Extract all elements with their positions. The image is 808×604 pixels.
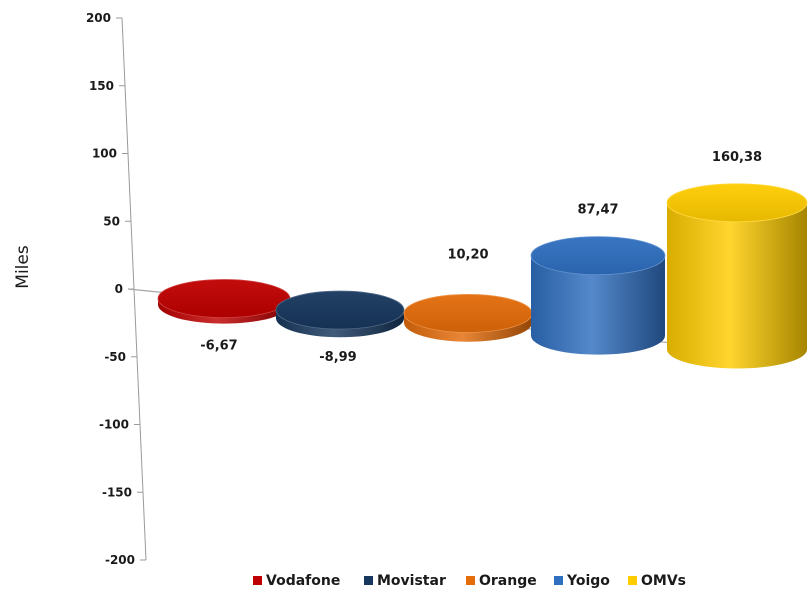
bar-top — [530, 236, 666, 276]
bar-top — [275, 290, 405, 330]
bar-movistar — [275, 290, 405, 338]
data-label-omvs: 160,38 — [712, 150, 762, 165]
bar-top — [157, 279, 291, 318]
y-tick-label: 0 — [115, 282, 123, 296]
legend-swatch — [364, 576, 373, 585]
data-label-yoigo: 87,47 — [577, 203, 618, 218]
bar-top — [403, 294, 533, 333]
bar-body — [667, 202, 807, 369]
legend-label: OMVs — [641, 573, 686, 589]
legend-item-movistar: Movistar — [364, 573, 446, 589]
y-tick-label: 150 — [89, 79, 114, 93]
legend-swatch — [554, 576, 563, 585]
y-tick-label: 200 — [86, 11, 111, 25]
bar-vodafone — [157, 279, 291, 324]
y-tick-label: 100 — [92, 147, 117, 161]
bar-yoigo — [530, 236, 666, 355]
y-axis-title: Miles — [13, 245, 33, 289]
legend-swatch — [628, 576, 637, 585]
data-label-vodafone: -6,67 — [200, 339, 237, 354]
legend-label: Movistar — [377, 573, 446, 589]
bar-body — [531, 255, 665, 355]
y-tick-label: -50 — [104, 350, 126, 364]
legend-label: Orange — [479, 573, 537, 589]
legend-label: Yoigo — [566, 573, 610, 589]
bar-orange — [403, 294, 533, 342]
legend-swatch — [466, 576, 475, 585]
legend: Vodafone Movistar Orange Yoigo OMVs — [253, 573, 686, 589]
y-tick-label: 50 — [103, 214, 120, 228]
bar-top — [666, 183, 808, 223]
y-tick-label: -150 — [102, 485, 132, 499]
legend-item-yoigo: Yoigo — [554, 573, 610, 589]
legend-item-orange: Orange — [466, 573, 537, 589]
data-label-movistar: -8,99 — [319, 350, 356, 365]
bars — [157, 183, 808, 369]
y-tick-label: -200 — [105, 553, 135, 567]
legend-label: Vodafone — [266, 573, 340, 589]
bar-omvs — [666, 183, 808, 369]
legend-swatch — [253, 576, 262, 585]
y-tick-label: -100 — [99, 418, 129, 432]
data-labels: -6,67 -8,99 10,20 87,47 160,38 — [200, 150, 762, 365]
legend-item-vodafone: Vodafone — [253, 573, 340, 589]
data-label-orange: 10,20 — [447, 247, 488, 262]
legend-item-omvs: OMVs — [628, 573, 686, 589]
